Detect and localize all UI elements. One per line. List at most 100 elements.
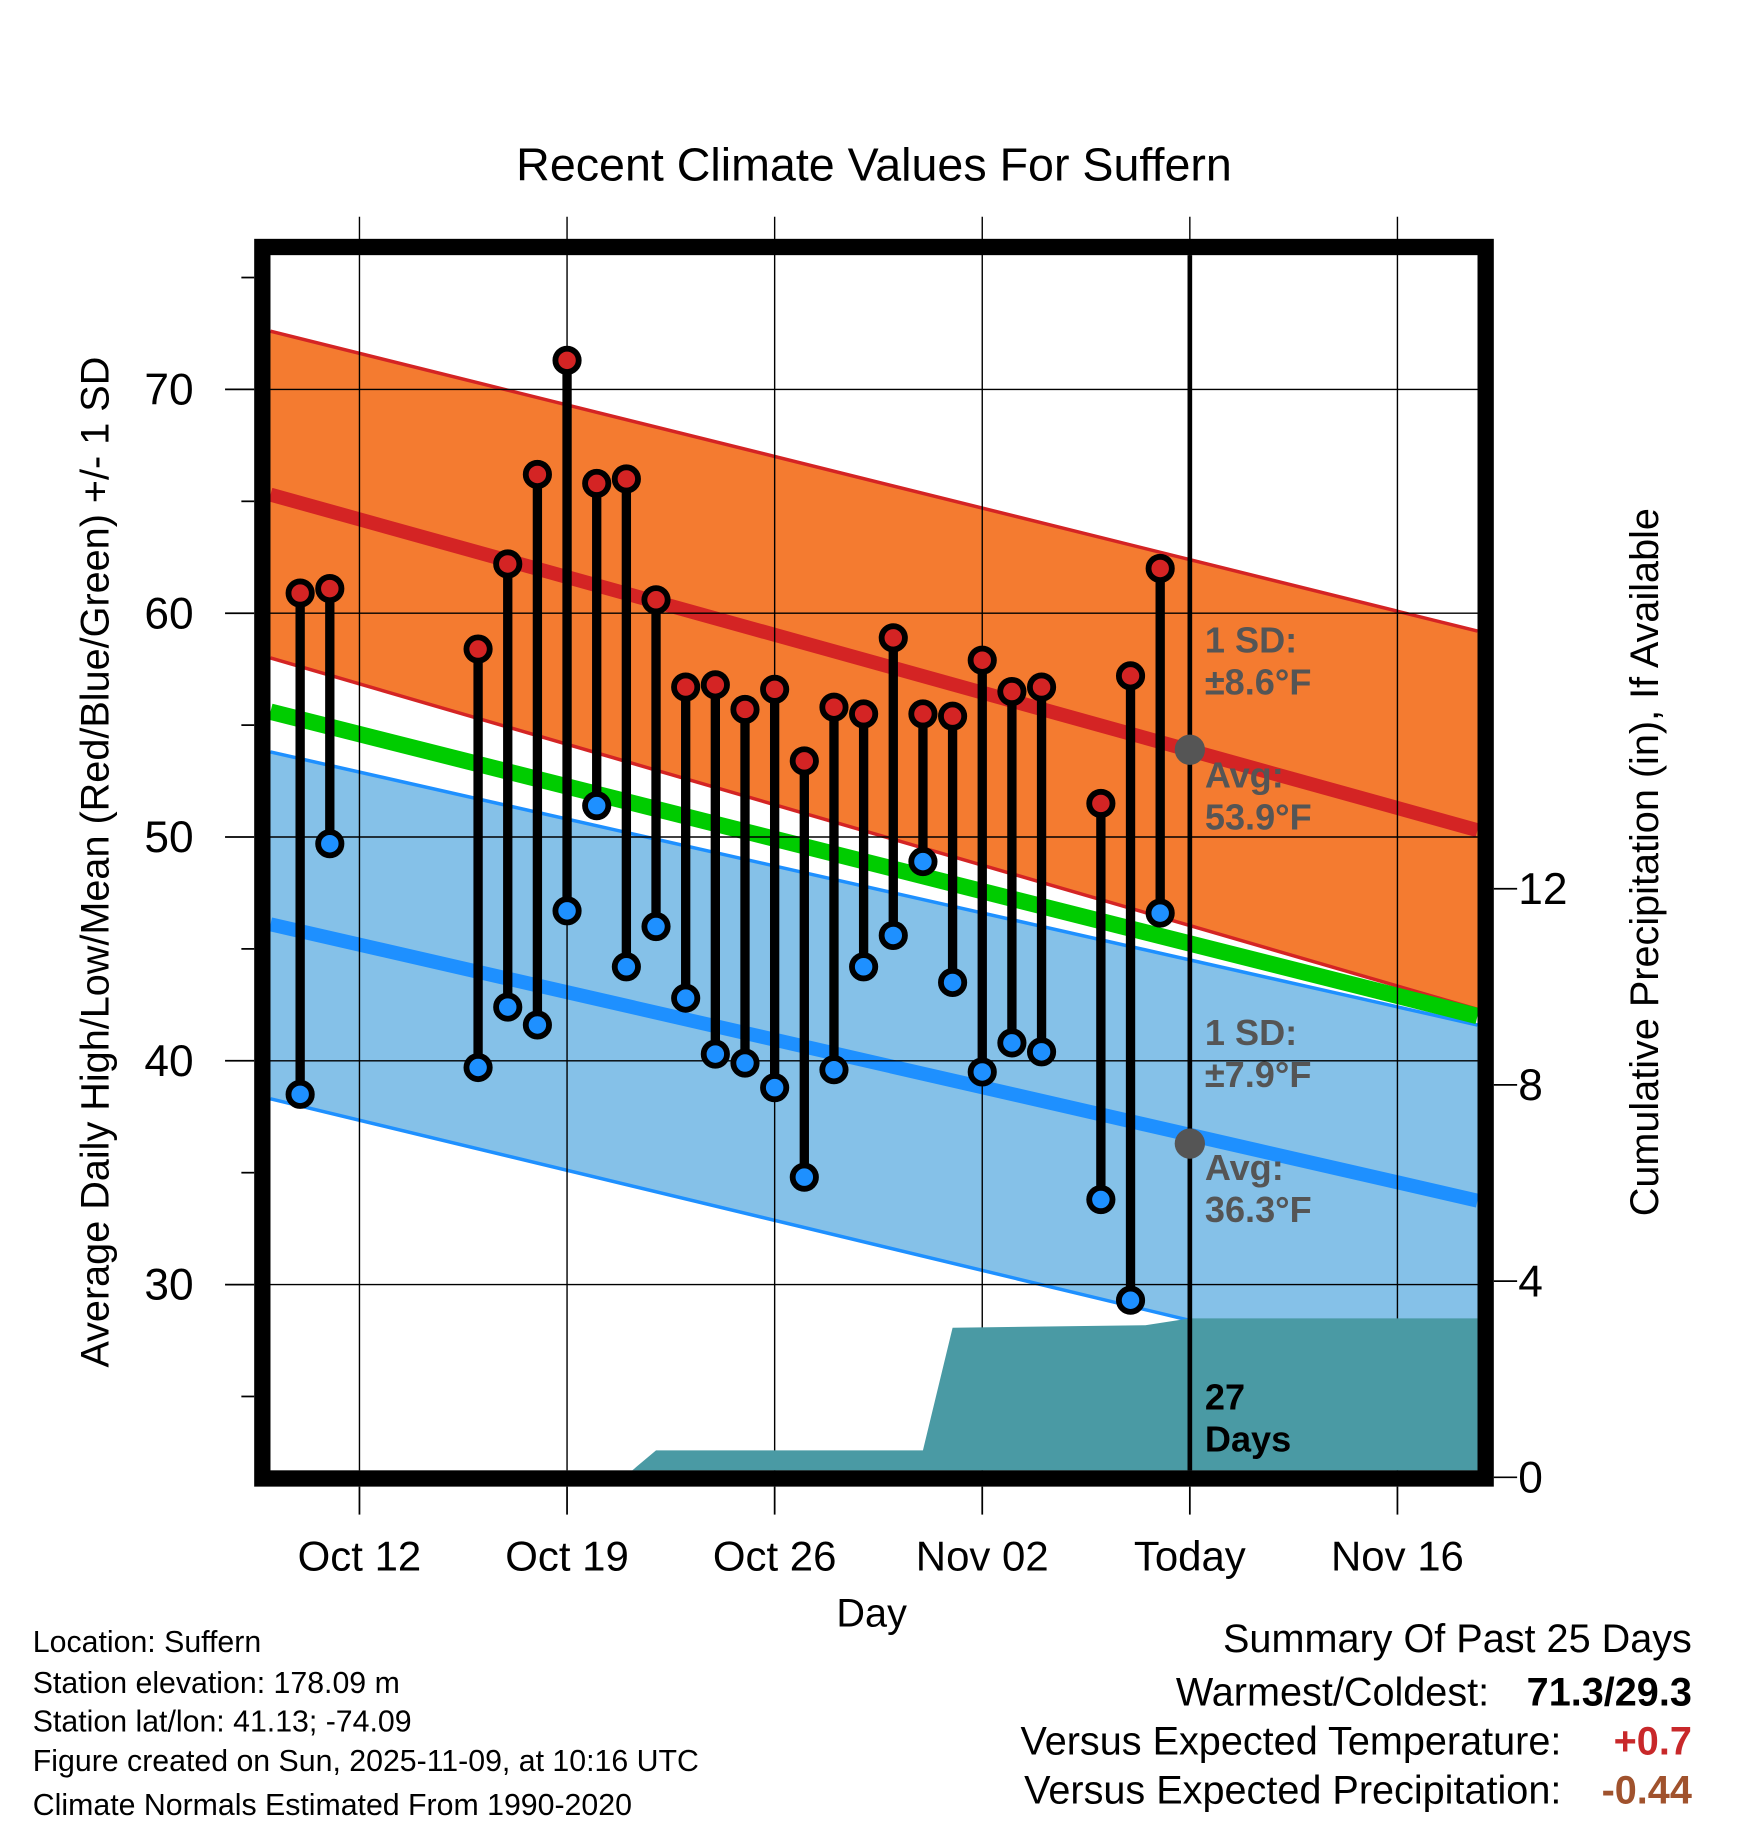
high-sd-annotation: 1 SD: — [1205, 619, 1297, 660]
y-tick-label: 30 — [144, 1261, 193, 1310]
high-point — [849, 699, 879, 729]
low-point — [315, 829, 345, 859]
y-tick-label: 50 — [144, 813, 193, 862]
low-point — [671, 983, 701, 1013]
days-annotation: 27 — [1205, 1377, 1245, 1418]
low-point — [522, 1010, 552, 1040]
summary-precip-value: -0.44 — [1602, 1769, 1692, 1813]
low-point — [582, 791, 612, 821]
low-point — [1026, 1037, 1057, 1067]
x-tick-label: Nov 02 — [916, 1533, 1049, 1580]
low-point — [819, 1055, 849, 1085]
high-point — [552, 345, 582, 375]
footer-normals: Climate Normals Estimated From 1990-2020 — [33, 1789, 632, 1822]
y-tick-label: 70 — [144, 366, 193, 415]
low-point — [552, 896, 582, 926]
footer-elevation: Station elevation: 178.09 m — [33, 1667, 400, 1700]
low-point — [1086, 1184, 1116, 1215]
x-axis-label: Day — [836, 1591, 907, 1635]
low-point — [849, 952, 879, 982]
low-avg-annotation: Avg: — [1205, 1147, 1284, 1188]
low-avg-annotation: 36.3°F — [1205, 1189, 1312, 1230]
x-tick-label: Oct 19 — [505, 1533, 629, 1580]
summary-title: Summary Of Past 25 Days — [1223, 1617, 1692, 1661]
low-point — [967, 1057, 997, 1087]
high-point — [819, 692, 849, 722]
summary-warm-cold-value: 71.3/29.3 — [1527, 1671, 1692, 1715]
high-point — [611, 464, 641, 494]
high-avg-annotation: Avg: — [1205, 755, 1284, 796]
high-point — [493, 549, 523, 579]
summary-precip-label: Versus Expected Precipitation: — [1024, 1769, 1561, 1813]
high-point — [641, 585, 671, 615]
x-tick-label: Nov 16 — [1331, 1533, 1464, 1580]
low-point — [908, 847, 938, 877]
high-lower-line — [270, 656, 1478, 1011]
y2-tick-label: 0 — [1518, 1453, 1543, 1502]
high-point — [671, 672, 701, 702]
low-sd-annotation: 1 SD: — [1205, 1012, 1297, 1053]
high-point — [908, 699, 938, 729]
low-point — [285, 1079, 315, 1109]
high-point — [285, 578, 315, 608]
high-point — [1115, 661, 1146, 691]
y-tick-label: 60 — [144, 589, 193, 638]
footer-info: Location: Suffern Station elevation: 178… — [33, 1626, 699, 1822]
low-point — [641, 911, 671, 942]
today-high-avg-marker — [1174, 734, 1205, 765]
x-tick-label: Today — [1134, 1533, 1246, 1580]
low-avg-line — [268, 917, 1480, 1208]
footer-latlon: Station lat/lon: 41.13; -74.09 — [33, 1705, 412, 1738]
high-point — [730, 694, 760, 725]
high-point — [522, 459, 552, 490]
y2-tick-label: 8 — [1518, 1061, 1543, 1110]
high-point — [878, 623, 908, 653]
footer-created: Figure created on Sun, 2025-11-09, at 10… — [33, 1745, 699, 1778]
y-axis-label: Average Daily High/Low/Mean (Red/Blue/Gr… — [74, 357, 118, 1368]
x-tick-label: Oct 12 — [298, 1533, 422, 1580]
summary-temp-value: +0.7 — [1614, 1720, 1692, 1764]
high-point — [315, 574, 345, 604]
high-point — [967, 645, 997, 675]
low-point — [700, 1039, 730, 1069]
low-point — [1145, 898, 1175, 928]
high-point — [938, 701, 968, 731]
mean-normal-line — [268, 703, 1480, 1024]
high-point — [1145, 553, 1175, 584]
high-point — [1026, 672, 1057, 702]
summary-warm-cold-label: Warmest/Coldest: — [1176, 1671, 1489, 1715]
low-point — [463, 1052, 493, 1083]
high-point — [582, 468, 612, 498]
low-point — [938, 967, 968, 998]
plot-frame — [254, 238, 1494, 1487]
summary: Summary Of Past 25 Days Warmest/Coldest:… — [1020, 1617, 1691, 1812]
low-point — [789, 1162, 819, 1192]
high-point — [700, 670, 730, 700]
high-upper-line — [270, 329, 1478, 633]
high-sd-annotation: ±8.6°F — [1205, 661, 1312, 702]
low-point — [997, 1028, 1027, 1058]
high-point — [1086, 788, 1116, 818]
y-tick-label: 40 — [144, 1037, 193, 1086]
x-tick-label: Oct 26 — [713, 1533, 837, 1580]
high-point — [789, 746, 819, 776]
y2-tick-label: 4 — [1518, 1257, 1543, 1306]
low-point — [760, 1073, 790, 1103]
low-point — [493, 992, 523, 1022]
low-point — [878, 920, 908, 951]
days-annotation: Days — [1205, 1419, 1291, 1460]
chart-title: Recent Climate Values For Suffern — [516, 139, 1232, 191]
high-sd-band — [270, 331, 1478, 1010]
high-point — [760, 674, 790, 704]
low-upper-line — [270, 750, 1478, 1027]
high-point — [997, 676, 1027, 707]
high-avg-annotation: 53.9°F — [1205, 797, 1312, 838]
today-low-avg-marker — [1174, 1128, 1205, 1159]
high-avg-line — [268, 487, 1480, 838]
low-point — [730, 1048, 760, 1078]
precip-area — [270, 1318, 1478, 1471]
low-point — [1115, 1285, 1146, 1315]
low-point — [611, 952, 641, 982]
low-sd-annotation: ±7.9°F — [1205, 1054, 1312, 1095]
